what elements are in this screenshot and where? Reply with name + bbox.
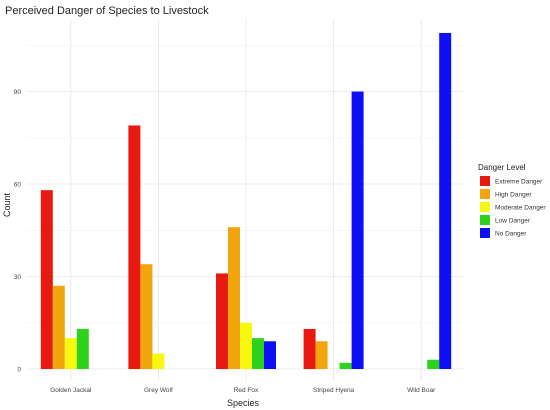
legend-swatch-low-danger [480, 215, 490, 225]
bar-red-fox-moderate-danger [240, 322, 252, 369]
y-tick-label: 30 [14, 274, 22, 281]
x-axis-title: Species [227, 398, 260, 408]
bars [40, 32, 452, 370]
legend-label-high-danger: High Danger [495, 192, 532, 199]
legend-label-extreme-danger: Extreme Danger [495, 179, 543, 186]
x-axis-ticks: Golden Jackal Grey Wolf Red Fox Striped Hye… [50, 387, 436, 394]
legend-label-no-danger: No Danger [495, 231, 527, 238]
legend-title: Danger Level [478, 163, 526, 172]
legend-swatch-high-danger [480, 189, 490, 199]
bar-grey-wolf-high-danger [140, 264, 153, 369]
bar-striped-hyena-high-danger [315, 341, 328, 369]
bar-golden-jackal-extreme-danger [40, 190, 53, 369]
x-tick-label: Wild Boar [407, 387, 436, 394]
legend-swatch-no-danger [480, 228, 490, 238]
bar-grey-wolf-moderate-danger [152, 353, 165, 369]
bar-grey-wolf-extreme-danger [128, 125, 141, 370]
bar-golden-jackal-low-danger [76, 328, 89, 369]
x-tick-label: Red Fox [234, 387, 259, 394]
x-tick-label: Grey Wolf [144, 387, 173, 394]
bar-wild-boar-no-danger [439, 32, 452, 369]
legend-label-low-danger: Low Danger [495, 218, 531, 225]
y-tick-label: 90 [14, 89, 22, 96]
chart-title: Perceived Danger of Species to Livestock [5, 5, 209, 17]
bar-red-fox-extreme-danger [216, 273, 228, 369]
legend-label-moderate-danger: Moderate Danger [495, 205, 546, 212]
bar-red-fox-low-danger [252, 338, 264, 369]
x-tick-label: Striped Hyena [313, 387, 355, 394]
bar-red-fox-high-danger [228, 227, 240, 369]
bar-wild-boar-low-danger [427, 359, 440, 369]
y-axis-ticks: 0 30 60 90 [14, 89, 22, 373]
y-tick-label: 0 [17, 367, 21, 374]
bar-striped-hyena-no-danger [351, 91, 364, 369]
legend: Danger Level Extreme Danger High Danger Mo… [478, 163, 546, 238]
y-tick-label: 60 [14, 182, 22, 189]
bar-striped-hyena-low-danger [339, 362, 352, 369]
legend-swatch-moderate-danger [480, 202, 490, 212]
legend-swatch-extreme-danger [480, 176, 490, 186]
bar-golden-jackal-moderate-danger [64, 338, 77, 369]
bar-golden-jackal-high-danger [52, 285, 65, 369]
x-tick-label: Golden Jackal [50, 387, 92, 394]
bar-striped-hyena-extreme-danger [303, 328, 316, 369]
y-axis-title: Count [2, 193, 12, 218]
bar-red-fox-no-danger [264, 341, 276, 369]
